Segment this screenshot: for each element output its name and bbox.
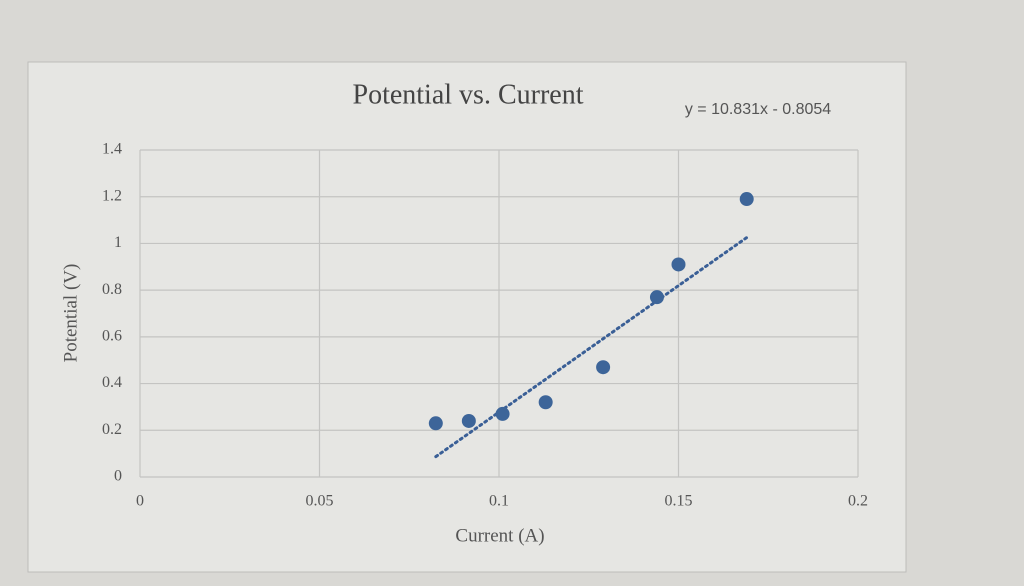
data-point [739,192,754,207]
y-tick-label: 1 [114,234,122,251]
y-tick-label: 0 [114,468,122,485]
data-point [671,257,686,272]
data-point [461,413,476,428]
x-tick-label: 0.15 [665,493,693,510]
x-tick-label: 0.1 [489,493,509,510]
trendline-equation: y = 10.831x - 0.8054 [685,101,831,118]
x-tick-label: 0.2 [848,493,868,510]
y-tick-label: 0.6 [102,328,122,345]
y-axis-label: Potential (V) [60,264,81,363]
y-tick-label: 0.8 [102,281,122,298]
y-tick-label: 1.2 [102,187,122,204]
data-point [538,395,553,410]
x-axis-label: Current (A) [455,525,544,546]
y-tick-label: 1.4 [102,141,122,158]
data-point [596,360,611,375]
y-tick-label: 0.2 [102,421,122,438]
trendline [434,236,749,459]
data-point [428,416,443,431]
data-point [495,406,510,421]
data-point [649,290,664,305]
x-tick-label: 0 [136,493,144,510]
chart-frame [27,61,907,573]
chart-title: Potential vs. Current [353,79,584,110]
y-tick-label: 0.4 [102,374,122,391]
x-tick-label: 0.05 [306,493,334,510]
